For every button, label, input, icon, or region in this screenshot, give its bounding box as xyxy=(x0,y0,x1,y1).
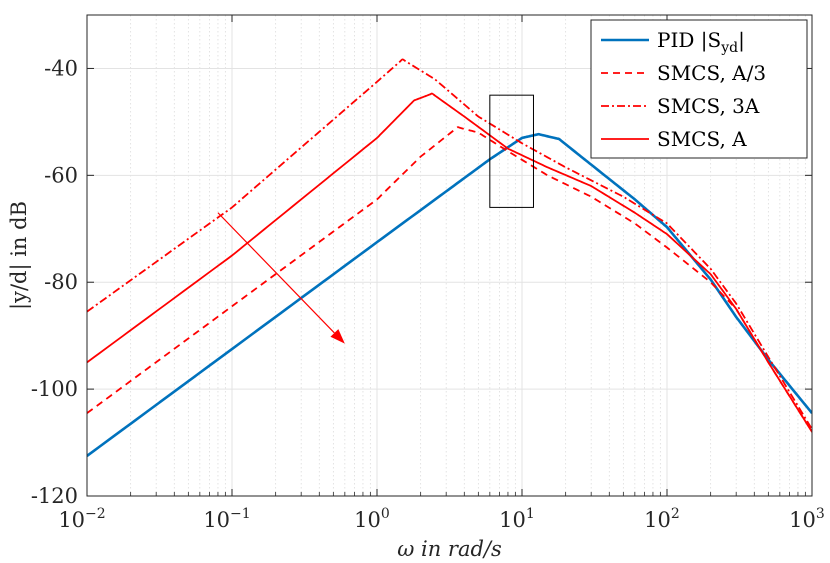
x-axis-label: ω in rad/s xyxy=(397,537,502,561)
x-tick-base: 10 xyxy=(499,508,526,532)
trend-arrow-shaft xyxy=(217,212,335,334)
x-tick-label: 103 xyxy=(789,506,825,532)
legend-entry-main: SMCS, A/3 xyxy=(657,61,766,85)
y-tick-label: -60 xyxy=(44,163,78,187)
annotation-layer xyxy=(217,94,534,344)
x-tick-base: 10 xyxy=(354,508,381,532)
zoom-rectangle xyxy=(489,94,534,208)
x-tick-exponent: 1 xyxy=(526,506,535,522)
x-tick-exponent: 2 xyxy=(671,506,680,522)
series-line-smcs-a xyxy=(87,92,812,433)
x-tick-label: 101 xyxy=(499,506,535,532)
series-line-pid-syd- xyxy=(87,132,812,457)
legend-box xyxy=(590,19,808,159)
legend-entry-label: SMCS, A/3 xyxy=(657,61,766,85)
legend: PID |Syd| SMCS, A/3 SMCS, 3A SMCS, A xyxy=(590,19,808,159)
x-tick-exponent: −1 xyxy=(230,506,251,522)
x-tick-label: 10−1 xyxy=(203,506,250,532)
y-tick-label: -120 xyxy=(31,484,78,508)
x-tick-base: 10 xyxy=(644,508,671,532)
legend-entry-main: SMCS, 3A xyxy=(657,94,760,118)
trend-arrow-head xyxy=(330,329,345,344)
legend-entry-main: SMCS, A xyxy=(657,127,747,151)
x-tick-base: 10 xyxy=(58,508,85,532)
axis-ticks: 10−2 10−1 100 101 102 103-40-60-80-100-120 xyxy=(31,15,825,532)
y-tick-label: -80 xyxy=(44,270,78,294)
legend-entry-subscript: yd xyxy=(720,40,738,56)
x-tick-exponent: 3 xyxy=(816,506,825,522)
legend-entry-label: SMCS, A xyxy=(657,127,747,151)
series-line-smcs-a-3 xyxy=(87,126,812,433)
x-tick-exponent: −2 xyxy=(85,506,106,522)
x-tick-base: 10 xyxy=(789,508,816,532)
x-tick-label: 10−2 xyxy=(58,506,105,532)
legend-entry-main: PID |S xyxy=(657,28,721,53)
x-tick-label: 100 xyxy=(354,506,390,532)
y-tick-label: -100 xyxy=(31,377,78,401)
x-tick-base: 10 xyxy=(203,508,230,532)
legend-entry-tail: | xyxy=(738,28,745,53)
x-tick-exponent: 0 xyxy=(381,506,390,522)
y-axis-label: |y/d| in dB xyxy=(7,201,32,310)
x-tick-label: 102 xyxy=(644,506,680,532)
legend-entry-label: PID |Syd| xyxy=(657,28,745,56)
plot-frame xyxy=(86,14,813,497)
legend-entry-label: SMCS, 3A xyxy=(657,94,760,118)
y-tick-label: -40 xyxy=(44,56,78,80)
series-layer xyxy=(87,58,812,457)
